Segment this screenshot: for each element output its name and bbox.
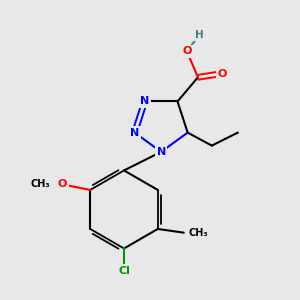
Text: O: O: [218, 69, 227, 79]
Text: Cl: Cl: [118, 266, 130, 276]
Text: CH₃: CH₃: [30, 179, 50, 189]
Text: O: O: [182, 46, 191, 56]
Text: H: H: [195, 30, 204, 40]
Text: O: O: [58, 179, 67, 189]
Text: N: N: [140, 97, 149, 106]
Text: N: N: [130, 128, 139, 138]
Text: N: N: [157, 147, 166, 157]
Text: CH₃: CH₃: [189, 228, 208, 238]
